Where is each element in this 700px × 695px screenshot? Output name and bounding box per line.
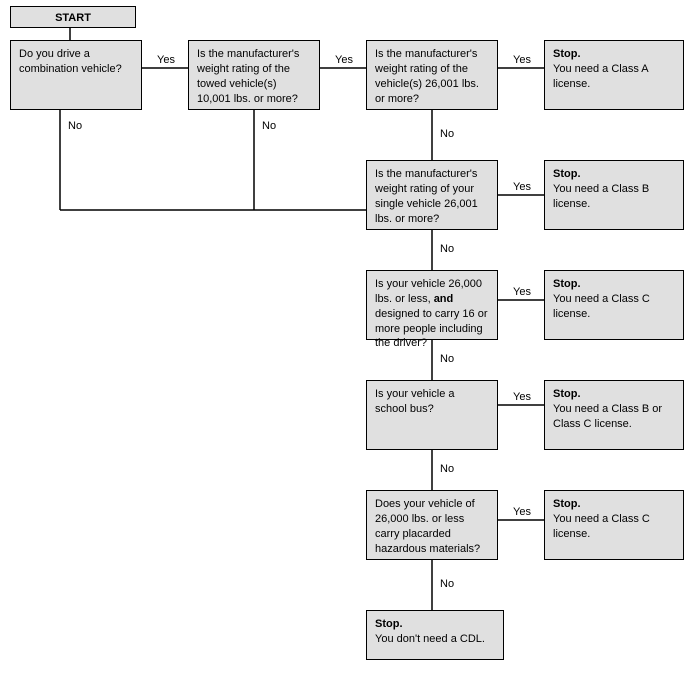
stop-class-c-2: Stop. You need a Class C license.: [544, 490, 684, 560]
q1-text: Do you drive a combination vehicle?: [19, 48, 122, 75]
start-node: START: [10, 6, 136, 28]
stop-c2-bold: Stop.: [553, 498, 581, 510]
stop-none-text: You don't need a CDL.: [375, 633, 485, 645]
stop-none-bold: Stop.: [375, 618, 403, 630]
q5-passenger-capacity: Is your vehicle 26,000 lbs. or less, and…: [366, 270, 498, 340]
q4-text: Is the manufacturer's weight rating of y…: [375, 168, 478, 225]
stop-c1-bold: Stop.: [553, 278, 581, 290]
q5-yes-label: Yes: [513, 286, 531, 298]
q6-school-bus: Is your vehicle a school bus?: [366, 380, 498, 450]
q2-no-label: No: [262, 120, 276, 132]
stop-no-cdl: Stop. You don't need a CDL.: [366, 610, 504, 660]
q5-no-label: No: [440, 353, 454, 365]
q4-single-vehicle-weight: Is the manufacturer's weight rating of y…: [366, 160, 498, 230]
stop-c1-text: You need a Class C license.: [553, 293, 650, 320]
stop-class-b: Stop. You need a Class B license.: [544, 160, 684, 230]
q4-yes-label: Yes: [513, 181, 531, 193]
q7-hazmat: Does your vehicle of 26,000 lbs. or less…: [366, 490, 498, 560]
q2-yes-label: Yes: [335, 54, 353, 66]
stop-bc-bold: Stop.: [553, 388, 581, 400]
q4-no-label: No: [440, 243, 454, 255]
stop-class-a: Stop. You need a Class A license.: [544, 40, 684, 110]
q6-text: Is your vehicle a school bus?: [375, 388, 454, 415]
stop-bc-text: You need a Class B or Class C license.: [553, 403, 662, 430]
q2-towed-weight: Is the manufacturer's weight rating of t…: [188, 40, 320, 110]
q5-pre: Is your vehicle 26,000 lbs. or less,: [375, 278, 482, 305]
q3-text: Is the manufacturer's weight rating of t…: [375, 48, 479, 105]
q5-bold: and: [434, 293, 454, 305]
q3-yes-label: Yes: [513, 54, 531, 66]
q7-yes-label: Yes: [513, 506, 531, 518]
stop-a-text: You need a Class A license.: [553, 63, 648, 90]
stop-b-bold: Stop.: [553, 168, 581, 180]
q7-no-label: No: [440, 578, 454, 590]
q3-no-label: No: [440, 128, 454, 140]
stop-c2-text: You need a Class C license.: [553, 513, 650, 540]
stop-class-b-or-c: Stop. You need a Class B or Class C lice…: [544, 380, 684, 450]
stop-class-c-1: Stop. You need a Class C license.: [544, 270, 684, 340]
stop-a-bold: Stop.: [553, 48, 581, 60]
q7-text: Does your vehicle of 26,000 lbs. or less…: [375, 498, 480, 555]
q1-no-label: No: [68, 120, 82, 132]
q1-yes-label: Yes: [157, 54, 175, 66]
q1-combination-vehicle: Do you drive a combination vehicle?: [10, 40, 142, 110]
q5-post: designed to carry 16 or more people incl…: [375, 308, 488, 350]
stop-b-text: You need a Class B license.: [553, 183, 649, 210]
q6-yes-label: Yes: [513, 391, 531, 403]
q6-no-label: No: [440, 463, 454, 475]
q3-vehicle-weight: Is the manufacturer's weight rating of t…: [366, 40, 498, 110]
start-label: START: [55, 12, 91, 24]
q2-text: Is the manufacturer's weight rating of t…: [197, 48, 299, 105]
